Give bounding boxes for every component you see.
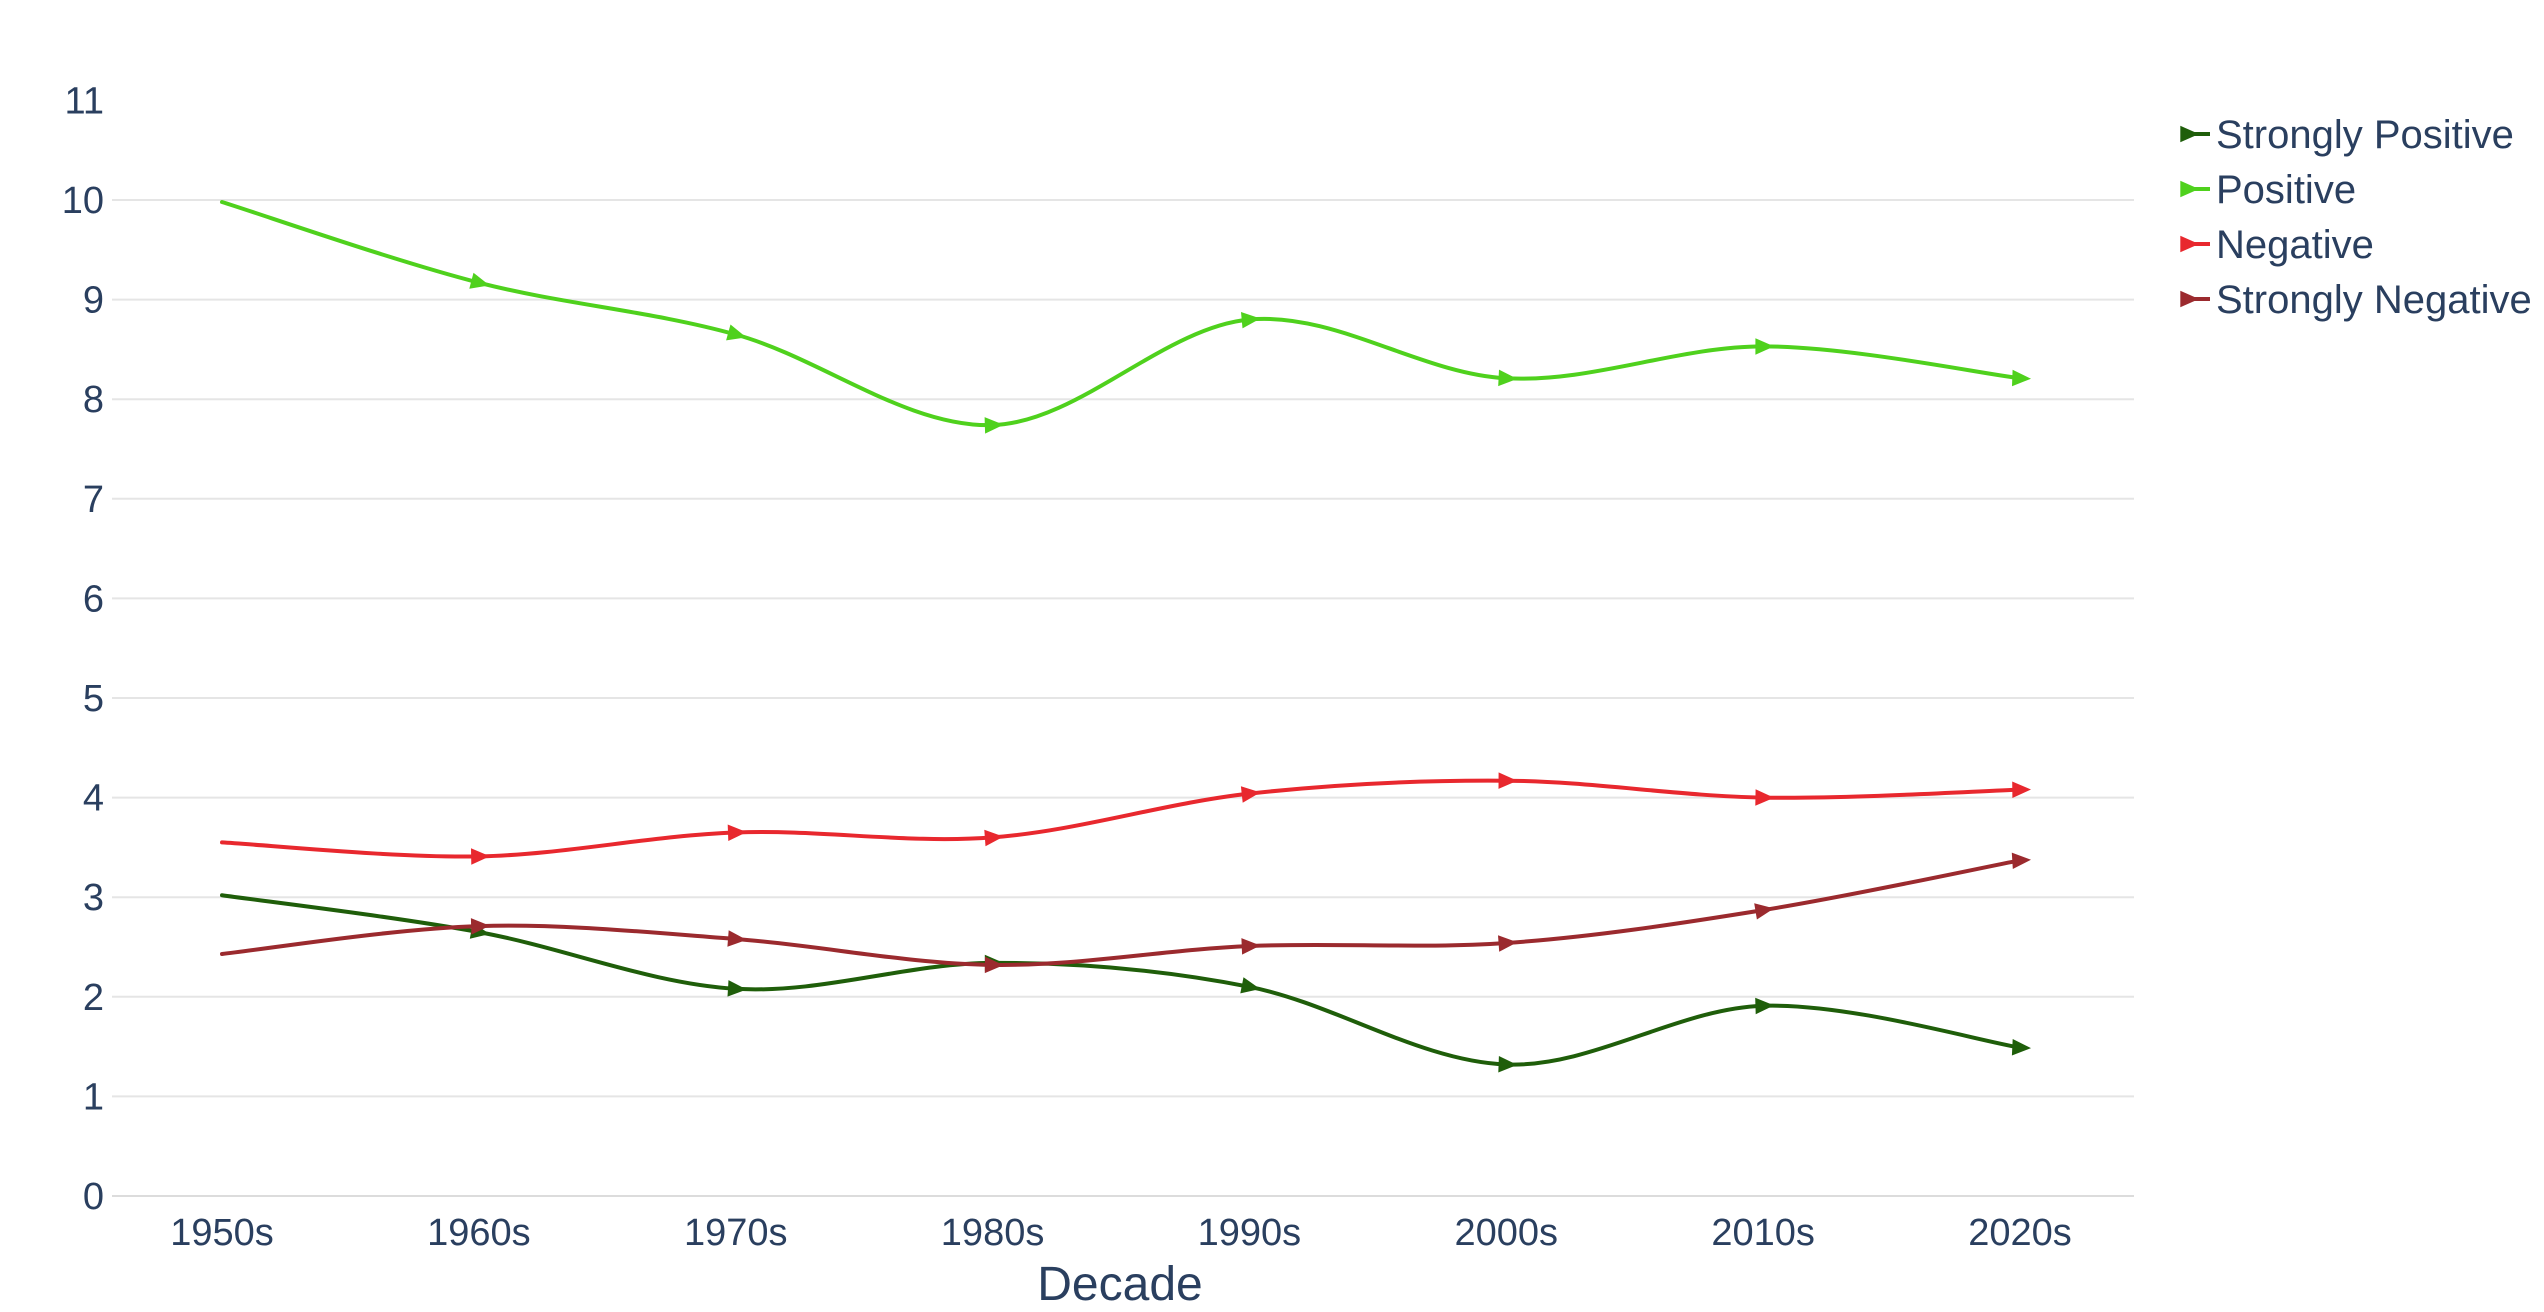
data-point-marker — [1498, 935, 1518, 952]
data-point-marker — [984, 417, 1004, 434]
gridlines — [112, 199, 2134, 1197]
y-tick-label: 7 — [83, 479, 104, 521]
y-tick-label: 10 — [62, 180, 104, 222]
x-axis-title: Decade — [1037, 1258, 1202, 1311]
data-point-marker — [727, 980, 747, 997]
y-tick-label: 3 — [83, 877, 104, 919]
legend-marker — [2180, 180, 2199, 198]
data-point-marker — [2012, 781, 2031, 798]
data-point-marker — [1241, 312, 1261, 329]
x-tick-label: 1960s — [427, 1212, 531, 1254]
data-point-marker — [2011, 1039, 2031, 1056]
data-point-marker — [727, 930, 747, 947]
x-tick-label: 1970s — [684, 1212, 788, 1254]
legend-item[interactable]: Strongly Positive — [2180, 113, 2514, 157]
legend[interactable]: Strongly Positive Positive Negative Strongl… — [2180, 113, 2532, 322]
legend-item[interactable]: Negative — [2180, 223, 2374, 267]
data-point-marker — [1498, 772, 1518, 789]
series-lines — [220, 199, 2031, 1073]
x-tick-label: 1990s — [1198, 1212, 1302, 1254]
data-point-marker — [727, 824, 747, 841]
y-tick-label: 9 — [83, 280, 104, 322]
series-negative — [220, 772, 2031, 865]
data-point-marker — [726, 324, 747, 341]
series-line — [220, 778, 2022, 859]
x-axis-ticks: 1950s 1960s 1970s 1980s 1990s 2000s 2010s 2020s — [170, 1212, 2072, 1254]
legend-label: Strongly Positive — [2216, 113, 2514, 157]
series-strongly-negative — [220, 852, 2031, 974]
y-tick-label: 6 — [83, 578, 104, 620]
data-point-marker — [984, 829, 1004, 847]
y-tick-label: 2 — [83, 977, 104, 1019]
legend-label: Strongly Negative — [2216, 278, 2532, 322]
y-tick-label: 4 — [83, 778, 104, 820]
data-point-marker — [1755, 338, 1775, 355]
y-tick-label: 11 — [65, 80, 104, 122]
data-point-marker — [1498, 369, 1518, 387]
data-point-marker — [1241, 938, 1261, 955]
x-tick-label: 1980s — [941, 1212, 1045, 1254]
data-point-marker — [2011, 852, 2031, 869]
legend-label: Negative — [2216, 223, 2374, 267]
series-positive — [220, 199, 2031, 434]
x-tick-label: 2020s — [1968, 1212, 2072, 1254]
x-tick-label: 1950s — [170, 1212, 274, 1254]
data-point-marker — [470, 918, 490, 935]
data-point-marker — [1755, 789, 1775, 806]
y-axis-ticks: 0 1 2 3 4 5 6 7 8 9 10 11 — [62, 80, 104, 1218]
data-point-marker — [2012, 369, 2031, 387]
legend-label: Positive — [2216, 168, 2356, 212]
series-line — [220, 893, 2022, 1067]
data-point-marker — [1498, 1056, 1518, 1073]
y-tick-label: 1 — [83, 1076, 104, 1118]
data-point-marker — [984, 956, 1004, 974]
y-tick-label: 8 — [83, 379, 104, 421]
series-strongly-positive — [220, 893, 2031, 1073]
data-point-marker — [1755, 997, 1775, 1015]
data-point-marker — [1754, 903, 1774, 920]
data-point-marker — [1240, 786, 1261, 803]
series-line — [220, 199, 2022, 428]
legend-item[interactable]: Strongly Negative — [2180, 278, 2532, 322]
x-tick-label: 2000s — [1455, 1212, 1559, 1254]
x-tick-label: 2010s — [1711, 1212, 1815, 1254]
data-point-marker — [1240, 977, 1261, 994]
legend-marker — [2180, 125, 2199, 143]
data-point-marker — [469, 272, 490, 289]
y-tick-label: 0 — [83, 1176, 104, 1218]
y-tick-label: 5 — [83, 678, 104, 720]
legend-marker — [2180, 235, 2199, 253]
data-point-marker — [471, 848, 490, 865]
series-line — [220, 858, 2022, 967]
legend-item[interactable]: Positive — [2180, 168, 2356, 212]
legend-marker — [2180, 290, 2199, 308]
